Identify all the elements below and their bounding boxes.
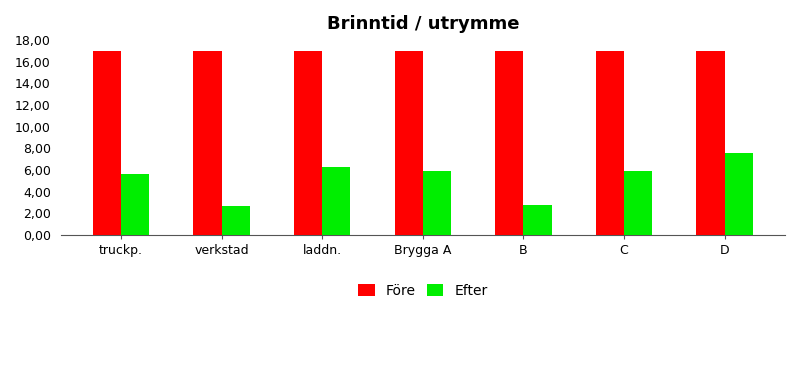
Bar bbox=[725, 153, 753, 235]
Title: Brinntid / utrymme: Brinntid / utrymme bbox=[326, 15, 519, 33]
Bar bbox=[523, 205, 551, 235]
Bar bbox=[194, 51, 222, 235]
Bar bbox=[121, 174, 149, 235]
Bar bbox=[322, 167, 350, 235]
Bar bbox=[93, 51, 121, 235]
Bar bbox=[422, 171, 451, 235]
Bar bbox=[394, 51, 422, 235]
Bar bbox=[624, 171, 652, 235]
Bar bbox=[222, 206, 250, 235]
Legend: Före, Efter: Före, Efter bbox=[351, 277, 494, 305]
Bar bbox=[697, 51, 725, 235]
Bar bbox=[495, 51, 523, 235]
Bar bbox=[294, 51, 322, 235]
Bar bbox=[596, 51, 624, 235]
